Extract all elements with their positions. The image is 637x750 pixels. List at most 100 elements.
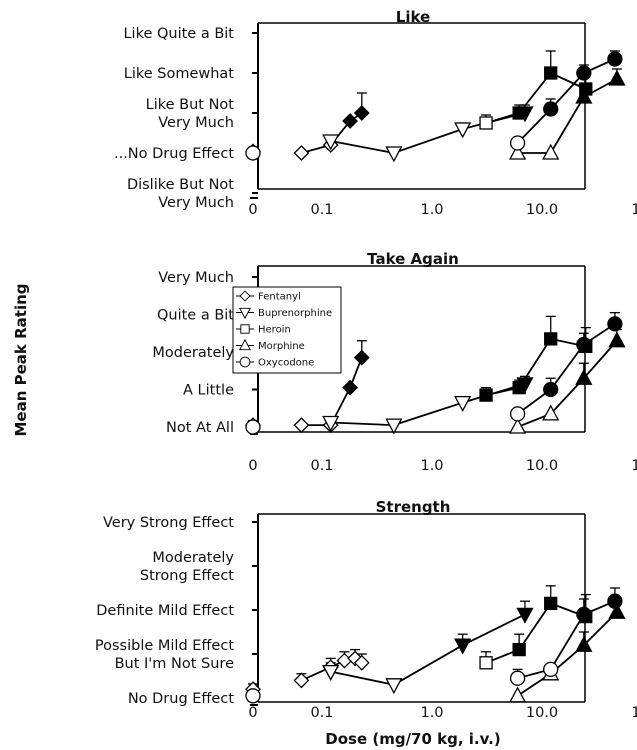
y-tick-label-line: Moderately <box>152 345 234 361</box>
y-tick-label-line: Dislike But Not <box>127 177 234 193</box>
marker-buprenorphine <box>454 638 472 655</box>
legend-marker-buprenorphine <box>238 307 252 320</box>
marker-morphine <box>608 69 626 86</box>
y-tick-label-line: Moderately <box>152 550 234 566</box>
y-tick-label: Like Quite a Bit <box>123 26 234 42</box>
legend-box <box>232 286 342 374</box>
placebo-marker-circle <box>245 688 261 704</box>
marker-morphine <box>509 417 527 434</box>
marker-fentanyl <box>353 654 370 671</box>
legend-marker-morphine <box>238 338 252 351</box>
marker-fentanyl <box>293 672 310 689</box>
marker-oxycodone <box>543 101 559 117</box>
y-tick-label: Quite a Bit <box>157 308 234 324</box>
marker-morphine <box>542 143 560 160</box>
marker-heroin <box>479 656 493 670</box>
marker-buprenorphine <box>322 664 340 681</box>
placebo-marker-circle <box>245 419 261 435</box>
y-tick-label-line: Strong Effect <box>140 568 234 584</box>
x-tick-label: 10.0 <box>526 705 558 721</box>
marker-fentanyl <box>342 113 358 129</box>
series-line-fentanyl <box>301 112 363 154</box>
x-tick-label: 0 <box>248 705 257 721</box>
marker-buprenorphine <box>385 146 403 163</box>
series-line-heroin <box>485 602 587 664</box>
marker-oxycodone <box>607 593 623 609</box>
marker-heroin <box>479 116 493 130</box>
marker-fentanyl <box>293 145 310 161</box>
x-tick-label: 1.0 <box>420 458 443 474</box>
marker-morphine <box>575 87 593 104</box>
y-tick-label: No Drug Effect <box>128 691 235 707</box>
y-tick-label-line: But I'm Not Sure <box>115 656 234 672</box>
marker-fentanyl <box>336 652 353 669</box>
y-tick-label-line: No Drug Effect <box>128 691 235 707</box>
y-tick-label-line: A Little <box>183 383 234 399</box>
marker-buprenorphine <box>322 415 340 432</box>
y-tick-label: Moderately Strong Effect <box>140 550 235 584</box>
series-line-fentanyl <box>301 357 363 427</box>
marker-fentanyl <box>342 379 358 396</box>
marker-oxycodone <box>576 606 592 623</box>
legend-label-fentanyl: Fentanyl <box>258 292 301 303</box>
legend-label-buprenorphine: Buprenorphine <box>258 308 332 319</box>
y-tick-label-line: Possible Mild Effect <box>95 638 234 654</box>
y-tick-label-line: Quite a Bit <box>157 308 234 324</box>
marker-oxycodone <box>509 670 526 686</box>
series-line-buprenorphine <box>330 112 526 154</box>
y-tick-label-line: Like But Not <box>146 97 235 113</box>
x-tick-label: 100.0 <box>631 458 637 474</box>
series-line-morphine <box>517 340 618 428</box>
y-tick-label-line: Like Somewhat <box>124 66 235 82</box>
marker-oxycodone <box>576 65 592 81</box>
y-tick-label: Like But Not Very Much <box>146 97 235 131</box>
series-line-buprenorphine <box>330 613 526 686</box>
series-line-morphine <box>517 611 618 697</box>
y-tick-label-line: Very Strong Effect <box>103 515 234 531</box>
marker-buprenorphine <box>322 134 340 151</box>
x-tick-label: 0 <box>248 202 257 218</box>
legend-marker-oxycodone <box>239 356 251 368</box>
panel-strength: Strength Very Strong Effect Moderately Stro… <box>95 498 637 721</box>
placebo-marker-circle <box>245 145 261 161</box>
marker-heroin <box>544 332 558 346</box>
x-tick-label: 100.0 <box>631 705 637 721</box>
marker-oxycodone <box>607 51 623 67</box>
marker-heroin <box>544 66 558 80</box>
series-line-oxycodone <box>517 323 616 415</box>
y-tick-label-line: Very Much <box>158 115 234 131</box>
y-tick-label: Moderately <box>152 345 234 361</box>
marker-heroin <box>544 596 558 611</box>
y-tick-label: Possible Mild Effect But I'm Not Sure <box>95 638 234 672</box>
y-tick-label-line: Definite Mild Effect <box>96 603 234 619</box>
series-line-buprenorphine <box>330 383 526 427</box>
marker-fentanyl <box>353 105 370 121</box>
panel-take-again: Take Again Very Much Quite a Bit Moderately… <box>152 250 637 474</box>
marker-fentanyl <box>353 349 370 366</box>
panel-like: Like Like Quite a Bit Like Somewhat Like Bu… <box>114 8 637 218</box>
x-tick-label: 100.0 <box>631 202 637 218</box>
marker-morphine <box>542 404 560 421</box>
series-line-oxycodone <box>516 58 616 144</box>
legend-marker-heroin <box>240 324 250 334</box>
marker-oxycodone <box>543 381 559 398</box>
marker-oxycodone <box>607 316 623 332</box>
marker-morphine <box>608 602 626 619</box>
y-tick-label-line: Not At All <box>166 420 234 436</box>
marker-heroin <box>479 388 493 402</box>
x-tick-label: 0.1 <box>310 705 333 721</box>
legend-label-morphine: Morphine <box>258 341 305 352</box>
marker-buprenorphine <box>454 122 472 139</box>
marker-oxycodone <box>509 135 526 151</box>
marker-heroin <box>512 106 526 120</box>
marker-morphine <box>509 143 527 160</box>
marker-oxycodone <box>576 336 592 353</box>
x-tick-label: 0.1 <box>310 458 333 474</box>
marker-morphine <box>509 686 527 703</box>
y-tick-label: Dislike But Not Very Much <box>127 177 234 211</box>
y-tick-label: ...No Drug Effect <box>114 146 234 162</box>
y-tick-label: Not At All <box>166 420 234 436</box>
y-tick-label-line: Very Much <box>158 270 234 286</box>
series-line-heroin <box>485 337 586 397</box>
